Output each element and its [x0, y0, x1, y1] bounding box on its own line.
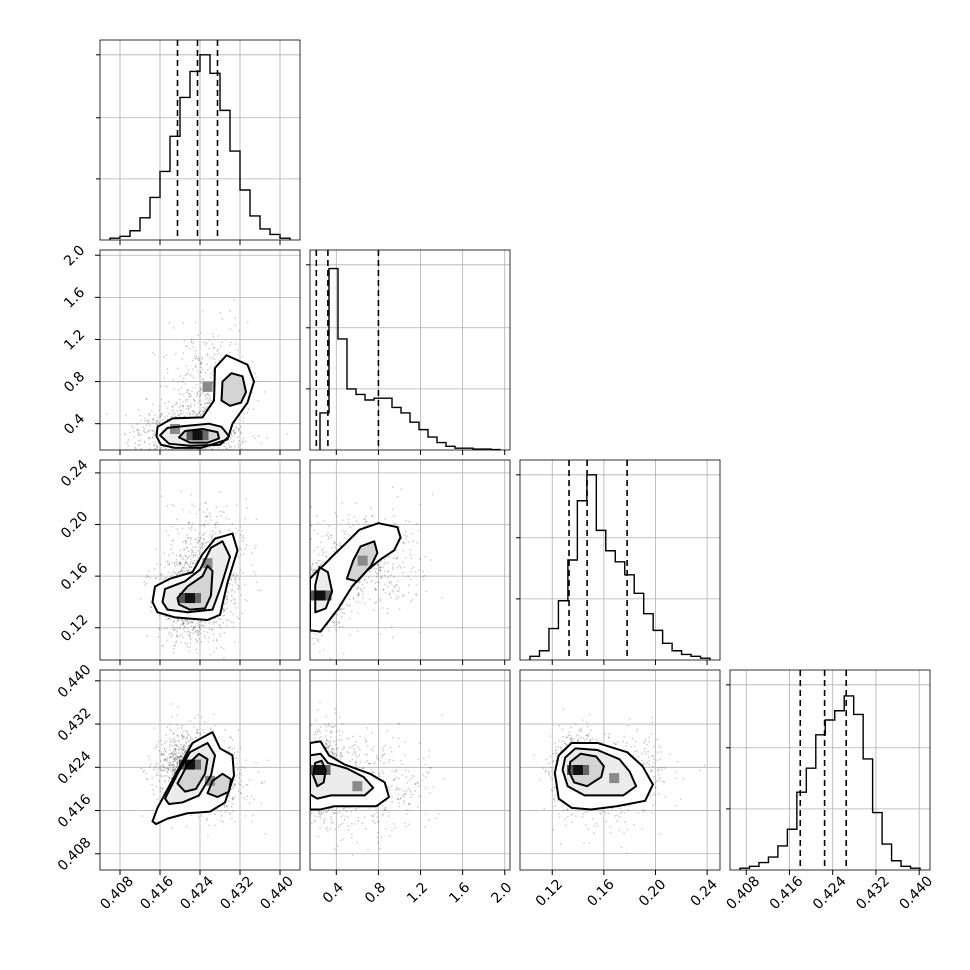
contour-line: [161, 540, 231, 614]
histogram-panel-2: [516, 459, 721, 661]
contour-line: [151, 731, 235, 826]
density-cell: [583, 765, 590, 775]
contour-line: [151, 532, 239, 621]
density-cell: [195, 759, 201, 770]
panel-frame: [519, 459, 721, 661]
density-cell: [310, 590, 316, 601]
contour-line: [561, 747, 638, 797]
panel-frame: [519, 669, 721, 871]
x-tick-label: 0.408: [97, 873, 137, 913]
contour-line: [159, 422, 230, 447]
histogram-bars: [529, 474, 711, 660]
contour-line: [314, 566, 334, 614]
x-tick-label: 1.2: [404, 880, 431, 907]
density-cell: [179, 593, 185, 604]
x-tick-label: 0.440: [897, 873, 937, 913]
x-tick-label: 0.4: [320, 880, 347, 907]
contour-line: [345, 540, 379, 583]
contour-line: [178, 427, 220, 444]
histogram-panel-1: [306, 249, 511, 451]
y-tick-label: 0.24: [58, 457, 91, 490]
histogram-panel-0: [96, 39, 301, 241]
contour-line: [176, 564, 214, 611]
density-cell: [324, 765, 331, 775]
density-peak: [170, 423, 180, 434]
y-tick-label: 0.12: [58, 612, 91, 645]
x-tick-label: 0.424: [810, 873, 850, 913]
density-peak: [573, 765, 584, 775]
x-tick-label: 0.424: [177, 873, 217, 913]
contour-line: [312, 759, 327, 788]
contour-fill: [207, 773, 231, 798]
contour-line: [568, 752, 605, 788]
density-peak: [315, 590, 326, 601]
density-cell: [195, 593, 201, 604]
y-tick-label: 0.16: [58, 560, 91, 593]
y-tick-label: 0.4: [61, 411, 88, 438]
histogram-panel-3: [726, 669, 931, 871]
histogram-bars: [109, 54, 291, 240]
density-peak: [202, 381, 213, 392]
density-peak: [185, 593, 195, 604]
contour-line: [220, 372, 247, 407]
y-tick-label: 0.20: [58, 509, 91, 542]
x-tick-label: 0.24: [688, 876, 721, 909]
density-peak: [192, 430, 203, 441]
panel-frame: [309, 459, 511, 661]
x-tick-label: 0.12: [533, 876, 566, 909]
pair-panel-2-1: [309, 459, 511, 661]
y-tick-label: 0.440: [55, 662, 95, 702]
pair-panel-2-0: [99, 459, 301, 661]
density-peak: [202, 558, 213, 569]
contour-line: [310, 752, 375, 800]
panel-frame: [309, 669, 511, 871]
panel-frame: [729, 669, 931, 871]
pair-panel-3-2: [519, 669, 721, 871]
density-peak: [357, 555, 368, 566]
contour-fill: [221, 373, 246, 406]
x-tick-label: 0.432: [217, 873, 257, 913]
histogram-bars: [739, 695, 921, 870]
panel-frame: [309, 249, 511, 451]
density-peak: [185, 759, 195, 770]
density-peak: [314, 765, 325, 775]
density-peak: [609, 773, 620, 784]
density-peak: [352, 781, 363, 792]
contour-line: [176, 752, 209, 793]
contour-line: [310, 522, 402, 633]
contour-line: [553, 741, 654, 811]
x-tick-label: 0.408: [724, 873, 764, 913]
x-tick-label: 0.416: [767, 873, 807, 913]
x-tick-label: 0.8: [362, 880, 389, 907]
x-tick-label: 1.6: [446, 880, 473, 907]
density-cell: [186, 430, 193, 441]
contour-line: [164, 741, 216, 806]
pair-panel-3-1: [309, 669, 511, 871]
y-tick-label: 1.2: [61, 327, 88, 354]
density-cell: [310, 765, 315, 775]
density-peak: [205, 775, 215, 786]
histogram-bars: [319, 267, 501, 451]
x-tick-label: 0.16: [584, 876, 617, 909]
contour-line: [206, 772, 232, 799]
pair-panel-3-0: [99, 669, 301, 871]
y-tick-label: 0.432: [55, 705, 95, 745]
y-tick-label: 1.6: [61, 284, 88, 311]
y-tick-label: 0.424: [55, 748, 95, 788]
density-cell: [325, 590, 332, 601]
contour-line: [155, 354, 255, 449]
y-tick-label: 0.408: [55, 835, 95, 875]
x-tick-label: 0.416: [137, 873, 177, 913]
density-cell: [202, 430, 209, 441]
x-tick-label: 0.432: [853, 873, 893, 913]
x-tick-label: 0.440: [257, 873, 297, 913]
y-tick-label: 0.8: [61, 369, 88, 396]
contour-line: [310, 740, 390, 811]
y-tick-label: 0.416: [55, 791, 95, 831]
x-tick-label: 2.0: [488, 880, 515, 907]
y-tick-label: 2.0: [61, 242, 88, 269]
pair-panel-1-0: [99, 249, 301, 451]
x-tick-label: 0.20: [636, 876, 669, 909]
